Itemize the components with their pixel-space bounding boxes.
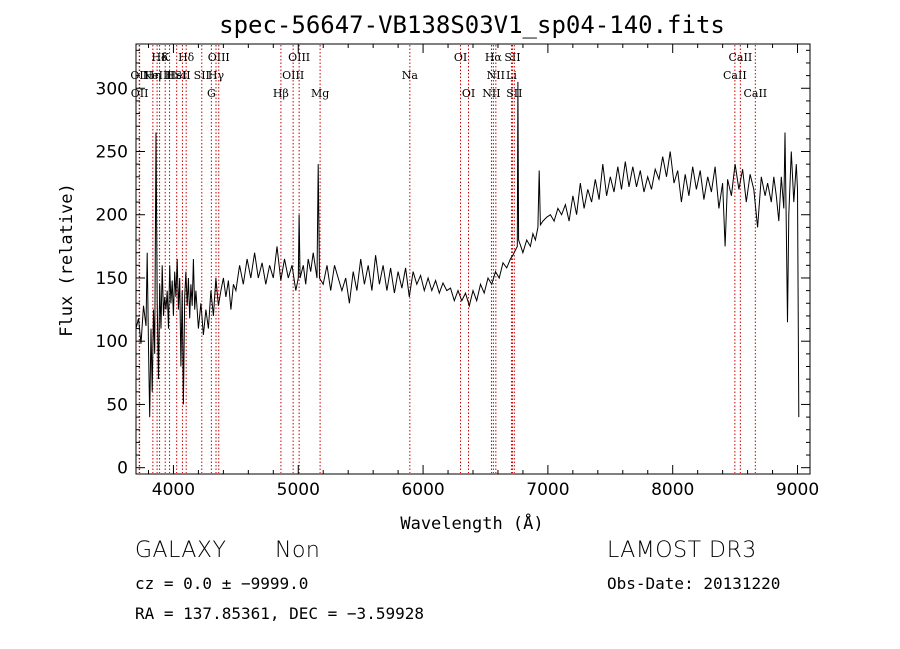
spectral-line-label: OI: [454, 51, 467, 64]
spectral-line-label: Mg: [311, 87, 329, 100]
spectral-line-label: SII: [504, 51, 520, 64]
y-tick-label: 0: [117, 459, 128, 479]
spectral-line-label: Hη: [145, 69, 161, 82]
spectral-line-label: CaII: [743, 87, 767, 100]
spectral-line-label: Hα: [485, 51, 503, 64]
object-class: GALAXY: [135, 538, 227, 563]
x-axis: 4000 5000 6000 7000 8000 9000: [147, 44, 819, 500]
spectral-line-label: SII: [194, 69, 210, 82]
spectral-line-label: Hδ: [178, 51, 195, 64]
spectral-line-label: OII: [131, 87, 149, 100]
spectral-line-label: SII: [506, 87, 522, 100]
coordinates-line: RA = 137.85361, DEC = −3.59928: [135, 604, 424, 623]
spectral-line-label: OI: [462, 87, 475, 100]
y-tick-label: 150: [96, 269, 128, 289]
x-axis-label: Wavelength (Å): [400, 512, 543, 534]
spectrum-line: [135, 81, 800, 418]
y-axis: 0 50 100 150 200 250 300: [96, 49, 810, 479]
spectral-line-label: OIII: [288, 51, 310, 64]
y-tick-label: 100: [96, 332, 128, 352]
y-tick-label: 50: [106, 395, 128, 415]
observation-date: Obs-Date: 20131220: [607, 574, 781, 593]
y-tick-label: 300: [96, 79, 128, 99]
x-tick-label: 4000: [152, 480, 195, 500]
spectral-line-label: Hδ: [151, 51, 168, 64]
spectral-line-label: CaII: [729, 51, 753, 64]
spectral-line-label: NeIII: [143, 69, 172, 82]
spectral-line-label: NII: [487, 69, 505, 82]
spectral-line-label: Hβ: [273, 87, 289, 100]
spectral-line-label: CaII: [723, 69, 747, 82]
y-tick-label: 200: [96, 206, 128, 226]
x-tick-label: 7000: [526, 480, 569, 500]
y-tick-label: 250: [96, 143, 128, 163]
x-tick-label: 9000: [776, 480, 819, 500]
spectral-line-markers: [138, 45, 756, 473]
spectral-line-label: Li: [506, 69, 517, 82]
object-subclass: Non: [275, 538, 321, 563]
y-axis-label: Flux (relative): [57, 183, 77, 337]
spectral-line-label: Na: [402, 69, 419, 82]
spectral-line-label: OIII: [282, 69, 304, 82]
x-tick-label: 5000: [277, 480, 320, 500]
spectral-line-label: NII: [482, 87, 500, 100]
spectral-line-label: G: [207, 87, 216, 100]
spectral-line-label: HeI: [166, 69, 186, 82]
spectral-line-label: Hγ: [208, 69, 225, 82]
survey-name: LAMOST DR3: [607, 538, 757, 563]
x-tick-label: 8000: [651, 480, 694, 500]
plot-frame: [135, 43, 811, 475]
chart-title: spec-56647-VB138S03V1_sp04-140.fits: [219, 11, 725, 39]
redshift-line: cz = 0.0 ± −9999.0: [135, 574, 309, 593]
x-tick-label: 6000: [401, 480, 444, 500]
spectral-line-label: H: [165, 69, 175, 82]
spectral-line-label: K: [161, 51, 170, 64]
spectral-line-label: SII: [174, 69, 190, 82]
spectral-line-labels: OIIOIIHηNeIIIHδKHHeISIIHδSIIGHγOIIIHβOII…: [130, 51, 767, 100]
spectral-line-label: OIII: [208, 51, 230, 64]
